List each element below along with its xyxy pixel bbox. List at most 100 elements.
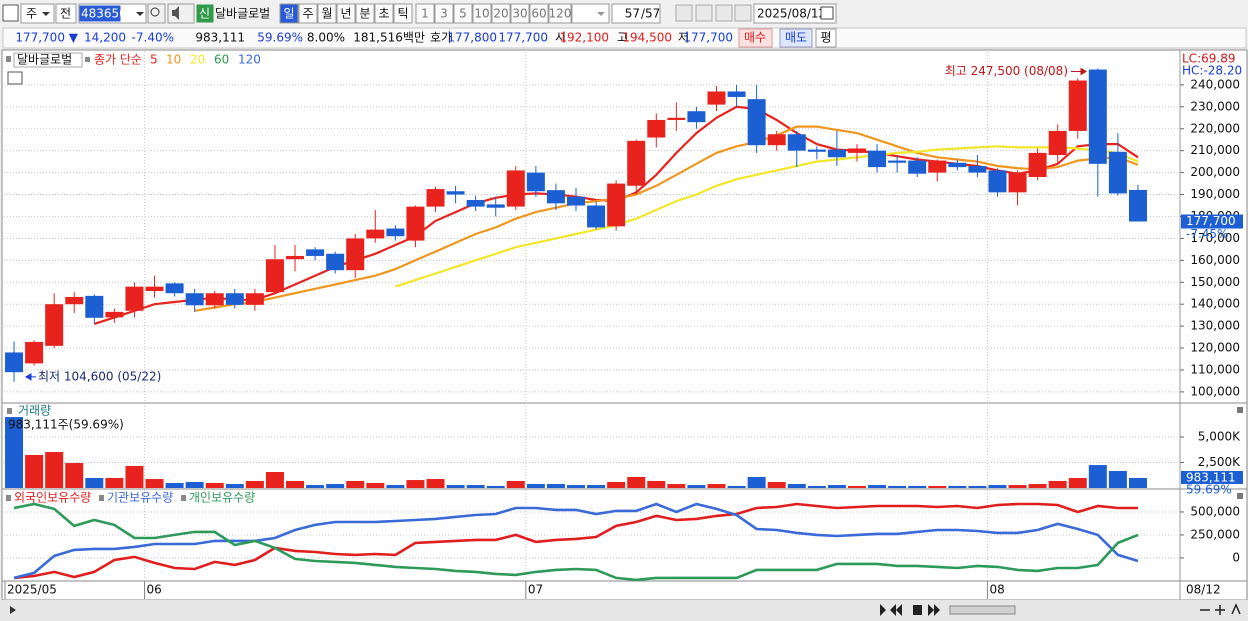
y-tick-label: 230,000 (1190, 99, 1240, 113)
volume-bar (687, 485, 706, 488)
interval-button[interactable] (472, 3, 492, 24)
period-button[interactable] (393, 3, 413, 24)
scroll-controls[interactable] (880, 603, 1241, 616)
volume-bar (205, 483, 224, 488)
label: 초 (378, 7, 389, 21)
label: 2025/08/12 (757, 7, 826, 21)
tool-icon[interactable] (715, 4, 733, 22)
scrollbar[interactable] (0, 600, 1248, 621)
candle-body (65, 296, 84, 305)
period-button[interactable] (298, 3, 318, 24)
label: 3 (440, 7, 448, 21)
tool-icon[interactable] (734, 4, 752, 22)
candle-body (25, 341, 44, 364)
label: 1 (421, 7, 429, 21)
candle-body (225, 293, 244, 305)
period-button[interactable] (317, 3, 337, 24)
volume-bar (1108, 470, 1127, 488)
panel-close[interactable] (1237, 493, 1243, 499)
candle-body (546, 190, 565, 204)
unit-select[interactable] (571, 3, 610, 24)
volume-bar (245, 480, 264, 488)
x-tick-label: 06 (146, 583, 161, 597)
volume-bar (486, 485, 505, 488)
interval-button[interactable] (510, 3, 530, 24)
stock-name: 달바글로벌 (215, 7, 270, 21)
y-tick-label: 150,000 (1190, 275, 1240, 289)
interval-button[interactable] (434, 3, 454, 24)
candle-body (85, 295, 104, 318)
volume-bar (466, 485, 485, 488)
candle-body (968, 166, 987, 173)
y-tick-label: 130,000 (1190, 319, 1240, 333)
candle-body (988, 170, 1007, 193)
interval-button[interactable] (415, 3, 435, 24)
legend-swatch (99, 495, 104, 501)
sell-button[interactable] (779, 28, 813, 48)
volume-bar (366, 483, 385, 488)
volume-bar (265, 471, 284, 488)
y-tick-label: 220,000 (1190, 121, 1240, 135)
lc-label: LC:69.89 (1182, 52, 1235, 66)
line (13, 502, 1139, 582)
count-input[interactable] (611, 3, 661, 24)
dropdown-arrow (42, 12, 50, 16)
period-button[interactable] (374, 3, 394, 24)
volume-bar (426, 479, 445, 488)
scope-button[interactable] (55, 3, 77, 24)
quote-price: 177,700 ▼ (15, 31, 78, 45)
legend-entry: 20 (190, 53, 205, 67)
tool-icon[interactable] (675, 4, 693, 22)
interval-button[interactable] (529, 3, 549, 24)
label: /57 (641, 7, 660, 21)
search-button[interactable] (147, 3, 166, 24)
volume-bar (667, 484, 686, 488)
interval-button[interactable] (548, 3, 572, 24)
period-button[interactable] (336, 3, 356, 24)
volume-bar (888, 485, 907, 488)
label: 매수 (744, 31, 766, 45)
volume-bar (326, 484, 345, 488)
calendar-icon[interactable] (820, 6, 834, 20)
buy-button[interactable] (738, 28, 773, 48)
checkbox[interactable] (2, 4, 19, 22)
line (13, 502, 1139, 580)
sound-button[interactable] (167, 3, 195, 24)
grid-icon[interactable] (7, 71, 23, 85)
y-tick-label: 200,000 (1190, 165, 1240, 179)
volume-bar (1028, 484, 1047, 488)
date-input[interactable] (753, 3, 837, 24)
candle-body (245, 293, 264, 305)
volume-bar (928, 485, 947, 488)
volume-bar (1088, 465, 1107, 488)
volume-bar (908, 485, 927, 488)
volume-bar (546, 484, 565, 488)
market-select[interactable] (20, 3, 55, 24)
candle-body (165, 283, 184, 294)
candle-body (105, 311, 124, 318)
dropdown-arrow (597, 12, 605, 16)
interval-button[interactable] (453, 3, 473, 24)
panel-close[interactable] (1237, 407, 1243, 413)
legend-entry: 120 (238, 53, 261, 67)
scroll-left[interactable] (10, 606, 16, 614)
candle-body (265, 259, 284, 293)
legend-entry: 외국인보유수량 (14, 491, 91, 505)
candle-body (1008, 172, 1027, 193)
volume-bar (105, 478, 124, 488)
volume-bar (807, 485, 826, 488)
legend-entry: 5 (150, 53, 158, 67)
label: 60 (531, 7, 546, 21)
tool-icon[interactable] (695, 4, 713, 22)
avg-button[interactable] (815, 28, 837, 48)
label: 매도 (785, 31, 807, 45)
interval-button[interactable] (491, 3, 511, 24)
x-tick-label: 08 (989, 583, 1004, 597)
x-tick-label: 07 (528, 583, 543, 597)
y-tick-label: 140,000 (1190, 297, 1240, 311)
annotation: 최저 104,600 (05/22) (38, 369, 161, 383)
y-tick-label: 0 (1232, 550, 1240, 564)
period-button[interactable] (355, 3, 375, 24)
candle-body (888, 160, 907, 163)
period-button[interactable] (279, 3, 299, 24)
